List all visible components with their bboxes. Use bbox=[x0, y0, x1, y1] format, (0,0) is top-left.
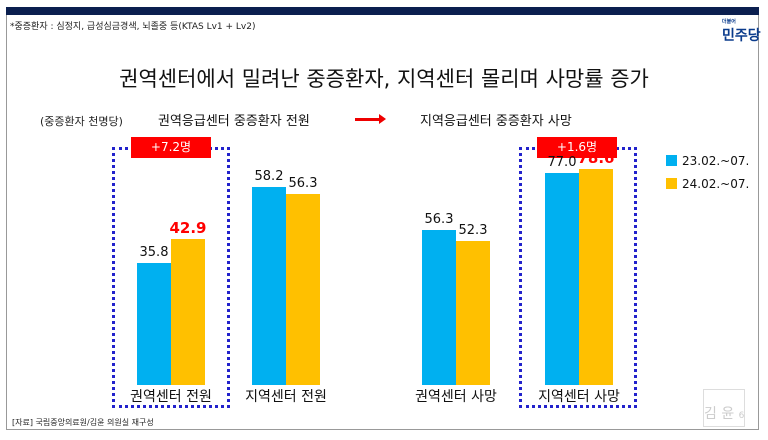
diff-badge-2: +1.6명 bbox=[537, 137, 617, 158]
subtitle-left: 권역응급센터 중증환자 전원 bbox=[158, 114, 310, 129]
source-note: [자료] 국립중앙의료원/김윤 의원실 재구성 bbox=[12, 418, 154, 427]
bar-3-series-2 bbox=[456, 241, 490, 385]
data-label: 78.6 bbox=[577, 148, 615, 167]
bar-3-series-1 bbox=[422, 230, 456, 385]
bar-2-series-1 bbox=[252, 187, 286, 385]
top-bar bbox=[6, 7, 759, 15]
data-label: 42.9 bbox=[169, 219, 207, 238]
bar-1-series-2 bbox=[171, 239, 205, 385]
definition-note: *중증환자 : 심정지, 급성심금경색, 뇌졸중 등(KTAS Lv1 + Lv… bbox=[10, 22, 256, 32]
category-label: 권역센터 사망 bbox=[415, 389, 497, 405]
data-label: 58.2 bbox=[254, 169, 284, 185]
data-label: 56.3 bbox=[424, 212, 454, 228]
slide-title: 권역센터에서 밀려난 중증환자, 지역센터 몰리며 사망률 증가 bbox=[119, 67, 649, 91]
subtitle-right: 지역응급센터 중증환자 사망 bbox=[420, 114, 572, 129]
bar-4-series-1 bbox=[545, 173, 579, 385]
category-label: 지역센터 전원 bbox=[245, 389, 327, 405]
arrow-icon bbox=[355, 114, 386, 124]
category-label: 지역센터 사망 bbox=[538, 389, 620, 405]
party-logo: 더불어 민주당 bbox=[722, 19, 761, 44]
category-label: 권역센터 전원 bbox=[130, 389, 212, 405]
unit-label: (중증환자 천명당) bbox=[40, 115, 123, 128]
bar-1-series-1 bbox=[137, 263, 171, 385]
diff-badge-1: +7.2명 bbox=[131, 137, 211, 158]
legend-item-1: 23.02.~07. bbox=[666, 154, 749, 168]
legend-item-2: 24.02.~07. bbox=[666, 177, 749, 191]
data-label: 56.3 bbox=[288, 175, 318, 191]
watermark-stamp: 김 윤 6 bbox=[703, 389, 745, 427]
bar-2-series-2 bbox=[286, 193, 320, 385]
data-label: 77.0 bbox=[547, 155, 577, 171]
bar-4-series-2 bbox=[579, 168, 613, 385]
data-label: 35.8 bbox=[139, 245, 169, 261]
data-label: 52.3 bbox=[458, 223, 488, 239]
